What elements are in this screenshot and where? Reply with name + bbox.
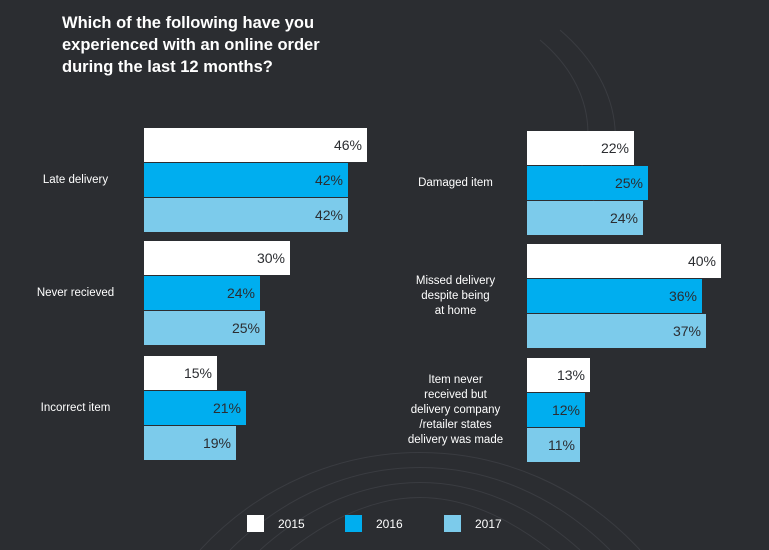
data-label: 42% xyxy=(314,172,343,188)
bar-2015: 46% xyxy=(144,128,367,162)
data-label: 12% xyxy=(551,402,580,418)
bar-2017: 11% xyxy=(527,428,580,462)
legend-item-2017: 2017 xyxy=(444,515,502,532)
bar-2017: 25% xyxy=(144,311,265,345)
data-label: 21% xyxy=(212,400,241,416)
title-line: during the last 12 months? xyxy=(62,58,273,76)
bar-2016: 24% xyxy=(144,276,260,310)
bar-2017: 37% xyxy=(527,314,706,348)
data-label: 24% xyxy=(609,210,638,226)
bar-2015: 15% xyxy=(144,356,217,390)
data-label: 30% xyxy=(256,250,285,266)
category-label-line: Damaged item xyxy=(418,176,493,189)
data-label: 22% xyxy=(600,140,629,156)
title-line: Which of the following have you xyxy=(62,14,315,32)
category-label-line: received but xyxy=(424,388,487,401)
legend-label-2017: 2017 xyxy=(475,516,502,531)
bar-2017: 19% xyxy=(144,426,236,460)
bar-2017: 42% xyxy=(144,198,348,232)
data-label: 11% xyxy=(548,437,575,453)
category-label: Item never received but delivery company/r… xyxy=(392,358,519,462)
title-line: experienced with an online order xyxy=(62,36,320,54)
data-label: 19% xyxy=(202,435,231,451)
category-label: Damaged item xyxy=(392,131,519,235)
legend-label-2016: 2016 xyxy=(376,516,403,531)
bar-2016: 25% xyxy=(527,166,648,200)
data-label: 37% xyxy=(672,323,701,339)
bar-2015: 22% xyxy=(527,131,634,165)
data-label: 25% xyxy=(231,320,260,336)
legend: 2015 2016 2017 xyxy=(0,515,769,535)
legend-swatch-2015 xyxy=(247,515,264,532)
bar-2017: 24% xyxy=(527,201,643,235)
category-label: Incorrect item xyxy=(18,356,133,460)
category-label: Never recieved xyxy=(18,241,133,345)
category-label-line: /retailer states xyxy=(419,418,492,431)
category-label-line: Missed delivery xyxy=(415,274,496,287)
data-label: 13% xyxy=(556,367,585,383)
data-label: 15% xyxy=(183,365,212,381)
category-label-line: despite being xyxy=(421,289,490,302)
bar-2016: 42% xyxy=(144,163,348,197)
data-label: 25% xyxy=(614,175,643,191)
data-label: 42% xyxy=(314,207,343,223)
data-label: 46% xyxy=(333,137,362,153)
category-label-line: Incorrect item xyxy=(40,401,111,414)
legend-swatch-2017 xyxy=(444,515,461,532)
category-label-line: delivery was made xyxy=(407,433,504,446)
category-label: Late delivery xyxy=(18,128,133,232)
bar-2015: 40% xyxy=(527,244,721,278)
legend-label-2015: 2015 xyxy=(278,516,305,531)
bar-2016: 12% xyxy=(527,393,585,427)
legend-swatch-2016 xyxy=(345,515,362,532)
bar-2015: 30% xyxy=(144,241,290,275)
category-label: Missed delivery despite being at home xyxy=(392,244,519,348)
category-label-line: Late delivery xyxy=(42,173,109,186)
bar-2015: 13% xyxy=(527,358,590,392)
data-label: 24% xyxy=(226,285,255,301)
category-label-line: Item never xyxy=(428,373,483,386)
category-label-line: at home xyxy=(434,304,477,317)
category-label-line: delivery company xyxy=(410,403,501,416)
legend-item-2016: 2016 xyxy=(345,515,403,532)
data-label: 36% xyxy=(668,288,697,304)
bar-2016: 21% xyxy=(144,391,246,425)
bar-2016: 36% xyxy=(527,279,702,313)
legend-item-2015: 2015 xyxy=(247,515,305,532)
category-label-line: Never recieved xyxy=(36,286,115,299)
chart-title: Which of the following have you experien… xyxy=(62,12,382,78)
data-label: 40% xyxy=(687,253,716,269)
